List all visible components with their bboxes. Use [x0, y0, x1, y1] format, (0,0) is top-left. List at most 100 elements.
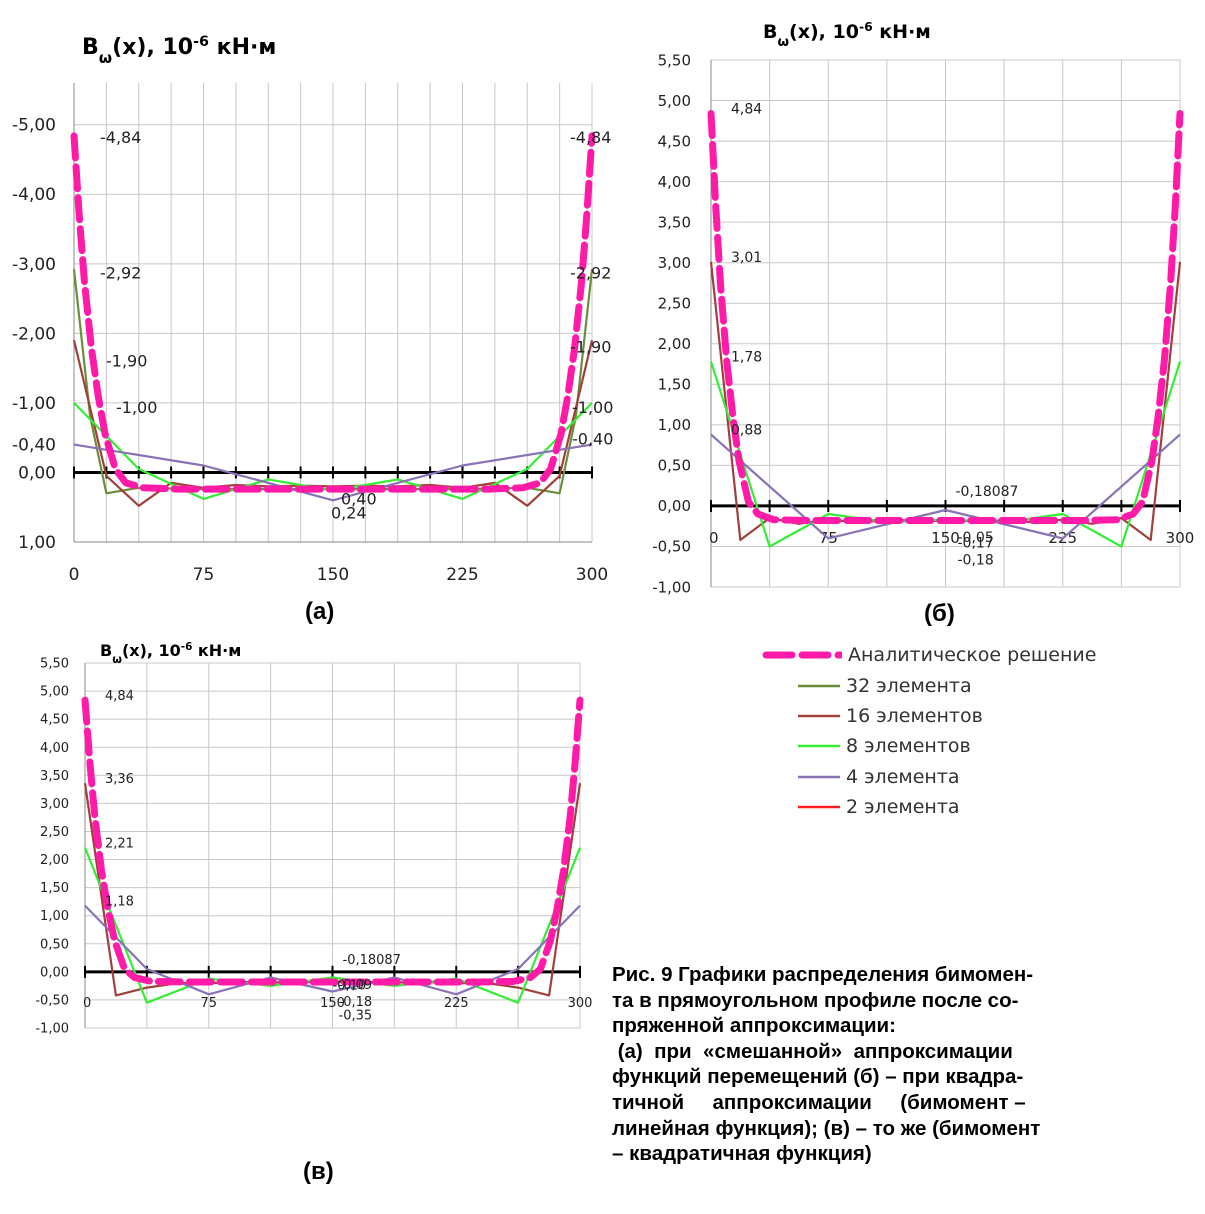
title-part: кН·м [192, 641, 241, 660]
data-label: 1,78 [731, 350, 762, 366]
legend-item: Аналитическое решение [762, 640, 1096, 670]
chart-title: Bω(x), 10-6 кН·м [82, 34, 276, 67]
y-tick-label: -0,50 [35, 993, 69, 1008]
y-tick-label: 2,50 [658, 294, 691, 312]
chart-b: 5,50 5,00 4,50 4,00 3,50 3,00 2,50 2,00 1,50 1,00… [652, 20, 1194, 596]
data-label: -1,90 [570, 337, 611, 356]
data-label: -0,18087 [343, 953, 401, 968]
legend-swatch [798, 775, 840, 778]
y-tick-label: 1,00 [40, 909, 69, 924]
y-tick-label: 1,00 [18, 533, 56, 553]
caption-line: линейная функция); (в) – то же (бимомент [612, 1116, 1041, 1140]
series-line-4-элемента [84, 904, 581, 996]
y-tick-label: 0,50 [40, 937, 69, 952]
y-tick-label: 2,00 [40, 853, 69, 868]
title-part: (x), 10 [789, 21, 859, 43]
caption-line: – квадратичная функция) [612, 1142, 872, 1166]
y-tick-label: -3,00 [12, 255, 56, 275]
data-label: 0,24 [331, 503, 367, 522]
y-tick-label: 0,00 [658, 497, 691, 515]
x-tick-label: 75 [193, 565, 215, 585]
legend-swatch [798, 805, 840, 809]
x-tick-label: 225 [444, 996, 469, 1011]
y-tick-label: 4,00 [40, 741, 69, 756]
caption-line: (а) при «смешанной» аппроксимации [612, 1039, 1013, 1063]
title-part: B [763, 21, 777, 43]
title-part: кН·м [209, 35, 276, 60]
legend-item: 8 элементов [762, 731, 1096, 761]
y-tick-label: 2,50 [40, 825, 69, 840]
title-part: (x), 10 [122, 641, 181, 660]
data-label: -0,40 [572, 430, 613, 449]
y-tick-label: 3,50 [658, 213, 691, 231]
legend-label: Аналитическое решение [848, 644, 1097, 667]
x-tick-label: 300 [568, 996, 593, 1011]
data-label: -0,18 [958, 553, 994, 569]
y-tick-label: 1,00 [658, 416, 691, 434]
title-part: (x), 10 [112, 35, 193, 60]
x-tick-label: 0 [83, 996, 91, 1011]
y-tick-label: 4,00 [658, 173, 691, 191]
x-tick-label: 150 [317, 565, 349, 585]
chart-title: Bω(x), 10-6 кН·м [100, 641, 241, 666]
y-tick-label: -4,00 [12, 185, 56, 205]
data-label: -0,18 [339, 995, 373, 1010]
series-line-8-элементов [83, 847, 582, 1004]
legend-label: 8 элементов [846, 735, 971, 758]
series-line-Аналитическое-решение [81, 696, 584, 986]
x-tick-label: 300 [1166, 529, 1195, 547]
y-tick-label: 5,00 [40, 685, 69, 700]
data-label: -2,92 [100, 263, 141, 282]
title-superscript: -6 [181, 641, 193, 653]
data-label: -0,09 [339, 978, 373, 993]
y-tick-label: 5,50 [40, 657, 69, 672]
data-label: -0,35 [339, 1009, 373, 1024]
y-tick-label: 3,50 [40, 769, 69, 784]
y-tick-label: 4,50 [658, 132, 691, 150]
legend-swatch [798, 684, 840, 687]
legend-item: 16 элементов [762, 701, 1096, 731]
data-label: -4,84 [100, 128, 141, 147]
y-tick-label: 1,50 [658, 376, 691, 394]
x-tick-label: 150 [320, 996, 345, 1011]
y-tick-label: 1,50 [40, 881, 69, 896]
x-tick-label: 0 [69, 565, 80, 585]
caption-line: пряженной аппроксимации: [612, 1014, 896, 1038]
legend-item: 32 элемента [762, 670, 1096, 700]
y-tick-label: 2,00 [658, 335, 691, 353]
x-tick-label: 75 [200, 996, 217, 1011]
caption-line: Рис. 9 Графики распределения бимомен- [612, 963, 1034, 986]
y-tick-label: 0,00 [40, 965, 69, 980]
chart-title: Bω(x), 10-6 кН·м [763, 20, 931, 50]
y-tick-label-extra: -0,40 [12, 436, 56, 456]
title-subscript: ω [99, 49, 112, 67]
legend-label: 2 элемента [846, 796, 960, 819]
data-label: -1,90 [106, 351, 147, 370]
data-label: -1,00 [572, 398, 613, 417]
data-label: -0,05 [958, 530, 994, 546]
data-label: -2,92 [570, 263, 611, 282]
chart-a: -5,00 -4,00 -3,00 -2,00 -1,00 0,00 1,00 -0,40 0 7… [12, 34, 613, 585]
data-label: 3,01 [731, 250, 762, 266]
y-tick-label: 3,00 [658, 254, 691, 272]
y-tick-label: 5,00 [658, 92, 691, 110]
x-tick-label: 225 [446, 565, 478, 585]
y-tick-label: -2,00 [12, 324, 56, 344]
y-tick-label: 3,00 [40, 797, 69, 812]
panel-label-a: (а) [305, 598, 335, 625]
x-tick-label: 0 [709, 529, 719, 547]
data-label: 3,36 [105, 772, 134, 787]
title-subscript: ω [112, 653, 122, 666]
data-label: 0,40 [341, 489, 377, 508]
y-tick-label: -1,00 [652, 578, 691, 596]
legend-item: 4 элемента [762, 762, 1096, 792]
legend-label: 4 элемента [846, 765, 960, 788]
legend-swatch [762, 651, 842, 659]
data-label: -0,17 [958, 536, 994, 552]
data-label: -1,00 [116, 398, 157, 417]
series-line-4-элемента [73, 443, 593, 502]
figure-caption: Рис. 9 Графики распределения бимомен- та… [612, 962, 1205, 1167]
legend-item: 2 элемента [762, 792, 1096, 822]
data-label: -4,84 [570, 128, 611, 147]
